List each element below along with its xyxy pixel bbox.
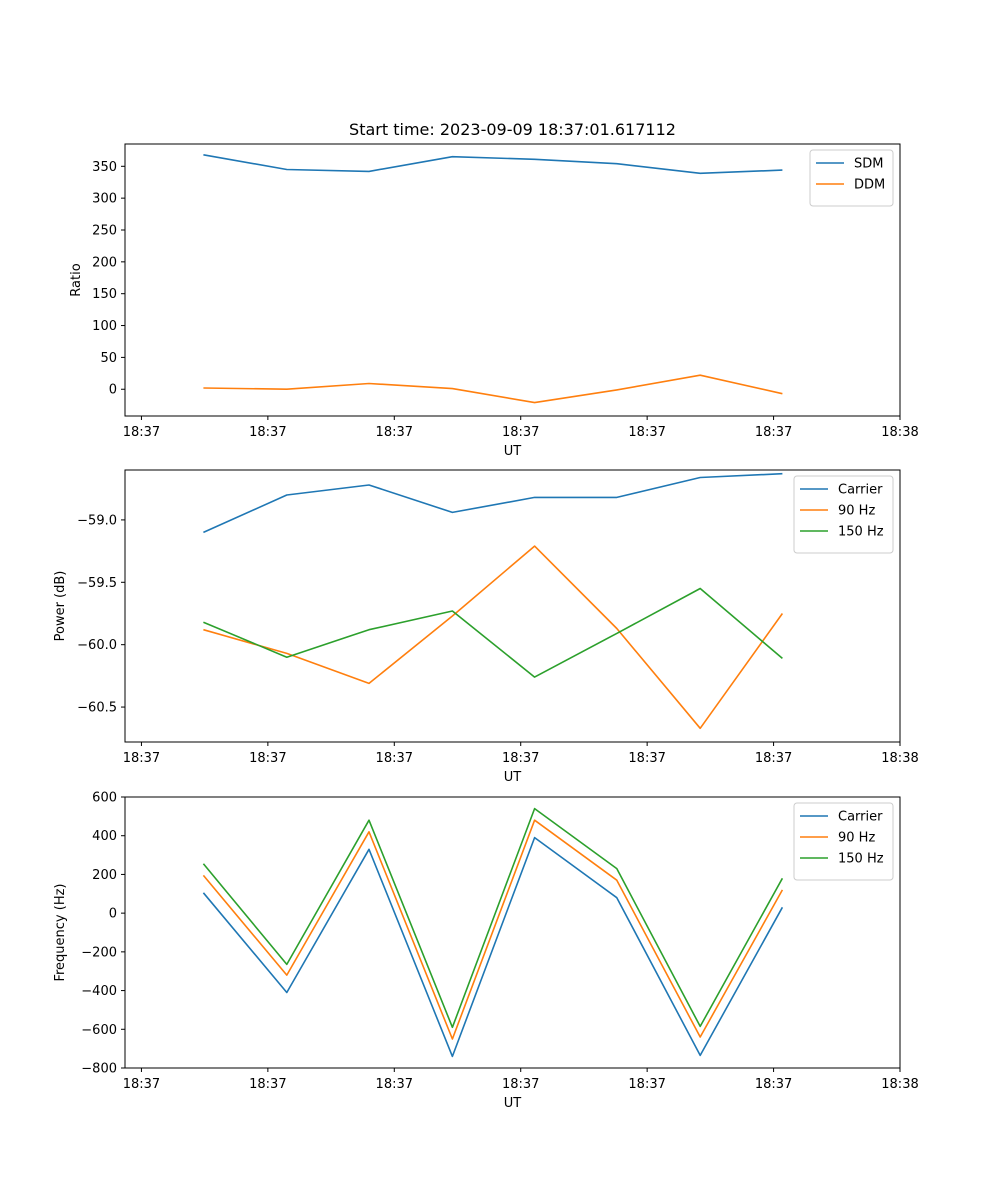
y-tick-label: −59.0 bbox=[77, 513, 117, 528]
legend-entry: 90 Hz bbox=[838, 831, 875, 846]
y-tick-label: −60.0 bbox=[77, 638, 117, 653]
y-tick-label: −600 bbox=[81, 1023, 117, 1038]
y-tick-label: −400 bbox=[81, 984, 117, 999]
chart-panel-2: 18:37 18:37 18:37 18:37 18:37 18:37 18:38 −60.5… bbox=[53, 469, 919, 785]
x-tick-label: 18:37 bbox=[755, 751, 792, 766]
y-tick-label: −59.5 bbox=[77, 576, 117, 591]
y-tick-label: 0 bbox=[109, 383, 117, 398]
legend-entry: SDM bbox=[854, 157, 883, 172]
legend-box bbox=[793, 475, 894, 554]
legend-box bbox=[809, 149, 894, 207]
x-tick-label: 18:37 bbox=[376, 425, 413, 440]
y-tick-label: 400 bbox=[92, 829, 117, 844]
y-axis-label: Frequency (Hz) bbox=[53, 883, 68, 981]
chart-title: Start time: 2023-09-09 18:37:01.617112 bbox=[349, 120, 676, 139]
series-line-90-hz bbox=[202, 819, 784, 1040]
x-tick-label: 18:37 bbox=[249, 751, 286, 766]
y-tick-label: 50 bbox=[100, 351, 117, 366]
x-tick-label: 18:37 bbox=[123, 425, 160, 440]
series-line-150-hz bbox=[202, 807, 784, 1029]
legend-box bbox=[793, 802, 894, 881]
y-tick-label: −800 bbox=[81, 1062, 117, 1077]
series-line-90-hz bbox=[203, 545, 784, 730]
x-tick-label: 18:38 bbox=[881, 751, 918, 766]
x-tick-label: 18:37 bbox=[249, 1077, 286, 1092]
legend-entry: 150 Hz bbox=[838, 525, 884, 540]
y-tick-label: 100 bbox=[92, 319, 117, 334]
x-tick-label: 18:37 bbox=[376, 1077, 413, 1092]
y-tick-label: 200 bbox=[92, 255, 117, 270]
x-tick-label: 18:37 bbox=[249, 425, 286, 440]
series-line-sdm bbox=[203, 154, 783, 175]
y-tick-label: 150 bbox=[92, 287, 117, 302]
x-tick-label: 18:38 bbox=[881, 1077, 918, 1092]
legend: Carrier 90 Hz 150 Hz bbox=[793, 475, 894, 554]
axes-frame bbox=[124, 143, 901, 417]
y-tick-label: −60.5 bbox=[77, 701, 117, 716]
chart-panel-1: Start time: 2023-09-09 18:37:01.617112 18… bbox=[69, 120, 919, 459]
y-axis-label: Power (dB) bbox=[53, 571, 68, 642]
x-tick-label: 18:37 bbox=[123, 1077, 160, 1092]
x-tick-label: 18:37 bbox=[502, 751, 539, 766]
y-tick-label: 200 bbox=[92, 868, 117, 883]
y-tick-label: 600 bbox=[92, 791, 117, 806]
x-tick-label: 18:37 bbox=[628, 751, 665, 766]
x-axis-label: UT bbox=[504, 444, 522, 459]
legend-entry: 150 Hz bbox=[838, 852, 884, 867]
y-tick-label: 300 bbox=[92, 192, 117, 207]
series-line-150-hz bbox=[203, 587, 783, 678]
x-tick-label: 18:37 bbox=[502, 425, 539, 440]
x-tick-label: 18:37 bbox=[628, 1077, 665, 1092]
legend-entry: 90 Hz bbox=[838, 504, 875, 519]
legend-entry: Carrier bbox=[838, 810, 883, 825]
y-tick-label: 250 bbox=[92, 223, 117, 238]
y-tick-label: 350 bbox=[92, 160, 117, 175]
legend: SDM DDM bbox=[809, 149, 894, 207]
series-line-carrier bbox=[202, 836, 784, 1058]
y-axis-label: Ratio bbox=[69, 263, 84, 296]
x-axis-label: UT bbox=[504, 770, 522, 785]
x-tick-label: 18:37 bbox=[376, 751, 413, 766]
x-tick-label: 18:38 bbox=[881, 425, 918, 440]
y-tick-label: −200 bbox=[81, 945, 117, 960]
legend-entry: Carrier bbox=[838, 483, 883, 498]
x-tick-label: 18:37 bbox=[755, 1077, 792, 1092]
series-line-carrier bbox=[203, 472, 783, 534]
x-tick-label: 18:37 bbox=[628, 425, 665, 440]
axes-frame bbox=[124, 796, 901, 1069]
legend-entry: DDM bbox=[854, 178, 885, 193]
chart-panel-3: 18:37 18:37 18:37 18:37 18:37 18:37 18:38 −800 −… bbox=[53, 791, 919, 1112]
legend: Carrier 90 Hz 150 Hz bbox=[793, 802, 894, 881]
x-tick-label: 18:37 bbox=[755, 425, 792, 440]
axes-frame bbox=[124, 469, 901, 743]
y-tick-label: 0 bbox=[109, 907, 117, 922]
series-line-ddm bbox=[203, 374, 783, 404]
x-axis-label: UT bbox=[504, 1096, 522, 1111]
x-tick-label: 18:37 bbox=[123, 751, 160, 766]
x-tick-label: 18:37 bbox=[502, 1077, 539, 1092]
